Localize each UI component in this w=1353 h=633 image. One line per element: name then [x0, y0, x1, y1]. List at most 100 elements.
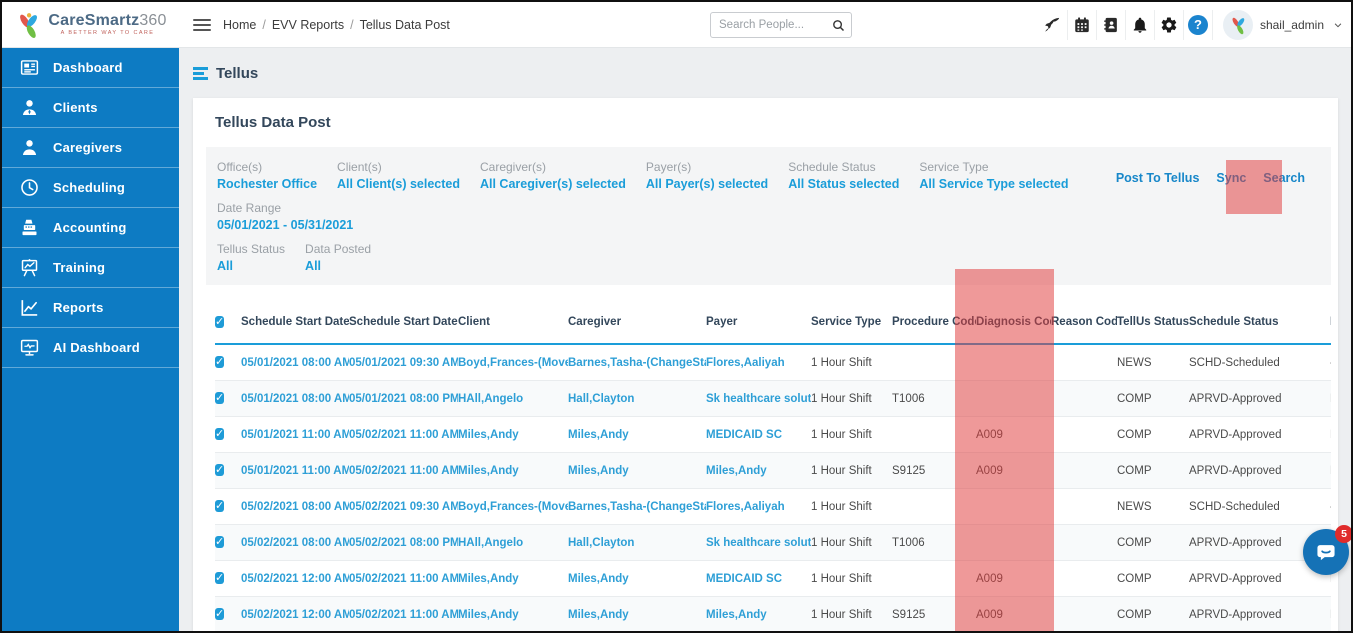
column-header-reason-code: Reason Code	[1051, 316, 1117, 328]
filter-service-type: Service Type All Service Type selected	[919, 160, 1068, 191]
select-all-checkbox[interactable]	[215, 315, 225, 328]
brand-tagline: A BETTER WAY TO CARE	[60, 29, 155, 36]
column-header-schedule-start-date: Schedule Start Date	[241, 316, 349, 328]
row-checkbox[interactable]	[215, 572, 225, 584]
tellus-status-cell: COMP	[1117, 464, 1152, 477]
user-menu[interactable]: shail_admin	[1211, 10, 1343, 40]
caregiver-cell[interactable]: Miles,Andy	[568, 608, 629, 621]
search-input[interactable]	[711, 19, 825, 31]
column-header-caregiver: Caregiver	[568, 316, 622, 328]
caregiver-cell[interactable]: Miles,Andy	[568, 464, 629, 477]
sidebar-item-dashboard[interactable]: Dashboard	[2, 48, 179, 88]
client-cell[interactable]: HAll,Angelo	[458, 536, 524, 549]
caregiver-cell[interactable]: Barnes,Tasha-(ChangeStatus)	[568, 500, 706, 513]
payer-cell[interactable]: Sk healthcare solution	[706, 536, 811, 549]
filter-value-service-type[interactable]: All Service Type selected	[919, 177, 1069, 191]
sidebar-item-reports[interactable]: Reports	[2, 288, 179, 328]
sidebar-navigation: Dashboard Clients Caregivers Scheduling Acco…	[2, 48, 179, 631]
client-cell[interactable]: Miles,Andy	[458, 608, 519, 621]
clipped-cell: -	[1330, 357, 1331, 369]
payer-cell[interactable]: Miles,Andy	[706, 464, 767, 477]
filter-value-data-posted[interactable]: All	[305, 259, 322, 273]
payer-cell[interactable]: Sk healthcare solution	[706, 392, 811, 405]
row-checkbox[interactable]	[215, 536, 225, 548]
row-checkbox[interactable]	[215, 428, 225, 440]
sidebar-item-ai-dashboard[interactable]: AI Dashboard	[2, 328, 179, 368]
username: shail_admin	[1259, 18, 1324, 32]
caregiver-cell[interactable]: Hall,Clayton	[568, 392, 635, 405]
schedule-start-cell[interactable]: 05/01/2021 08:00 AM	[241, 356, 349, 369]
schedule-end-cell[interactable]: 05/02/2021 09:30 AM	[349, 500, 458, 513]
service-type-cell: 1 Hour Shift	[811, 392, 872, 405]
schedule-end-cell[interactable]: 05/02/2021 11:00 AM	[349, 572, 458, 585]
client-cell[interactable]: Miles,Andy	[458, 428, 519, 441]
client-cell[interactable]: Boyd,Frances-(Moved)	[458, 500, 568, 513]
help-icon[interactable]: ?	[1182, 10, 1212, 40]
payer-cell[interactable]: MEDICAID SC	[706, 428, 783, 441]
schedule-start-cell[interactable]: 05/01/2021 11:00 AM	[241, 428, 349, 441]
caregiver-cell[interactable]: Hall,Clayton	[568, 536, 635, 549]
sidebar-item-accounting[interactable]: Accounting	[2, 208, 179, 248]
filter-value-tellus-status[interactable]: All	[217, 259, 233, 273]
schedule-start-cell[interactable]: 05/02/2021 08:00 AM	[241, 536, 349, 549]
schedule-start-cell[interactable]: 05/01/2021 11:00 AM	[241, 464, 349, 477]
client-cell[interactable]: Miles,Andy	[458, 572, 519, 585]
rocket-icon[interactable]	[1038, 10, 1067, 40]
row-checkbox[interactable]	[215, 356, 225, 368]
sidebar-item-caregivers[interactable]: Caregivers	[2, 128, 179, 168]
caregiver-cell[interactable]: Miles,Andy	[568, 572, 629, 585]
gear-icon[interactable]	[1153, 10, 1183, 40]
brand-logo[interactable]: CareSmartz360 A BETTER WAY TO CARE	[2, 2, 179, 47]
caregiver-cell[interactable]: Barnes,Tasha-(ChangeStatus)	[568, 356, 706, 369]
schedule-end-cell[interactable]: 05/02/2021 11:00 AM	[349, 428, 458, 441]
sync-button[interactable]: Sync	[1216, 171, 1247, 185]
row-checkbox[interactable]	[215, 464, 225, 476]
bell-icon[interactable]	[1124, 10, 1154, 40]
breadcrumb-item-evv-reports[interactable]: EVV Reports	[271, 17, 345, 32]
schedule-end-cell[interactable]: 05/02/2021 11:00 AM	[349, 608, 458, 621]
search-icon[interactable]	[825, 18, 851, 33]
caregiver-cell[interactable]: Miles,Andy	[568, 428, 629, 441]
schedule-start-cell[interactable]: 05/01/2021 08:00 AM	[241, 392, 349, 405]
clipped-cell: E	[1330, 465, 1331, 477]
payer-cell[interactable]: Miles,Andy	[706, 608, 767, 621]
client-cell[interactable]: Boyd,Frances-(Moved)	[458, 356, 568, 369]
address-book-icon[interactable]	[1095, 10, 1125, 40]
filter-value-schedule-status[interactable]: All Status selected	[788, 177, 900, 191]
sidebar-item-training[interactable]: Training	[2, 248, 179, 288]
schedule-end-cell[interactable]: 05/02/2021 11:00 AM	[349, 464, 458, 477]
filter-value-payer-s[interactable]: All Payer(s) selected	[645, 177, 769, 191]
breadcrumb-item-tellus-data-post[interactable]: Tellus Data Post	[359, 17, 450, 32]
chat-launcher-button[interactable]: 5	[1303, 525, 1351, 575]
breadcrumb-item-home[interactable]: Home	[223, 17, 257, 32]
filter-value-client-s[interactable]: All Client(s) selected	[337, 177, 460, 191]
row-checkbox[interactable]	[215, 608, 225, 620]
tellus-status-cell: NEWS	[1117, 500, 1152, 513]
sidebar-item-clients[interactable]: Clients	[2, 88, 179, 128]
filter-value-office-s[interactable]: Rochester Office	[217, 177, 318, 191]
schedule-start-cell[interactable]: 05/02/2021 08:00 AM	[241, 500, 349, 513]
client-cell[interactable]: HAll,Angelo	[458, 392, 524, 405]
search-button[interactable]: Search	[1263, 171, 1305, 185]
payer-cell[interactable]: Flores,Aaliyah	[706, 500, 785, 513]
schedule-end-cell[interactable]: 05/01/2021 09:30 AM	[349, 356, 458, 369]
service-type-cell: 1 Hour Shift	[811, 536, 872, 549]
post-to-tellus-button[interactable]: Post To Tellus	[1115, 171, 1200, 185]
menu-toggle-icon[interactable]	[193, 16, 211, 34]
filter-value-caregiver-s[interactable]: All Caregiver(s) selected	[479, 177, 626, 191]
row-checkbox[interactable]	[215, 500, 225, 512]
client-cell[interactable]: Miles,Andy	[458, 464, 519, 477]
schedule-start-cell[interactable]: 05/02/2021 12:00 AM	[241, 572, 349, 585]
payer-cell[interactable]: Flores,Aaliyah	[706, 356, 785, 369]
schedule-end-cell[interactable]: 05/02/2021 08:00 PM	[349, 536, 458, 549]
filter-panel: Office(s) Rochester Office Client(s) All Cl…	[206, 147, 1331, 285]
payer-cell[interactable]: MEDICAID SC	[706, 572, 783, 585]
schedule-end-cell[interactable]: 05/01/2021 08:00 PM	[349, 392, 458, 405]
topbar-icon-group: ? shail_admin	[1038, 2, 1343, 48]
diagnosis-code-cell: A009	[976, 608, 1003, 621]
row-checkbox[interactable]	[215, 392, 225, 404]
schedule-start-cell[interactable]: 05/02/2021 12:00 AM	[241, 608, 349, 621]
calendar-icon[interactable]	[1066, 10, 1096, 40]
sidebar-item-scheduling[interactable]: Scheduling	[2, 168, 179, 208]
filter-value-date-range[interactable]: 05/01/2021 - 05/31/2021	[217, 218, 354, 232]
